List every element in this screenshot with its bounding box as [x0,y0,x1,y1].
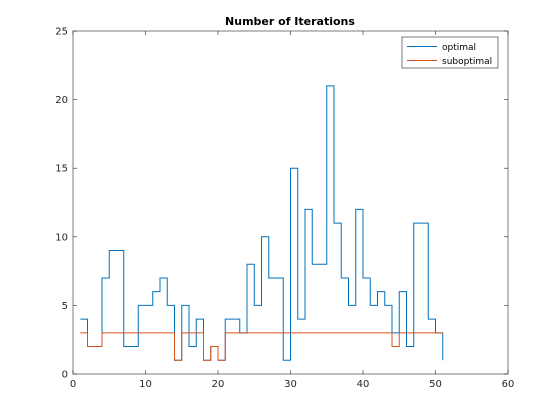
chart-title: Number of Iterations [225,15,355,28]
legend: optimal suboptimal [401,36,499,69]
x-tick-label: 0 [70,379,76,390]
legend-box [401,36,499,69]
x-tick-label: 60 [502,379,515,390]
y-tick-label: 20 [55,95,68,106]
x-tick-label: 30 [284,379,297,390]
y-tick-label: 15 [55,164,68,175]
y-tick-label: 25 [55,27,68,38]
legend-label-suboptimal: suboptimal [442,57,492,67]
legend-label-optimal: optimal [442,43,476,53]
y-tick-label: 0 [62,370,68,381]
series-layer [80,85,444,361]
axes-layer: 0 10 20 30 40 50 60 0 5 10 15 20 25 [55,27,514,391]
series-line-optimal [80,85,444,361]
x-tick-label: 10 [139,379,152,390]
x-tick-label: 50 [429,379,442,390]
y-tick-label: 5 [62,301,68,312]
y-tick-label: 10 [55,232,68,243]
series-line-suboptimal [80,332,443,361]
x-tick-label: 20 [212,379,225,390]
x-tick-label: 40 [357,379,370,390]
